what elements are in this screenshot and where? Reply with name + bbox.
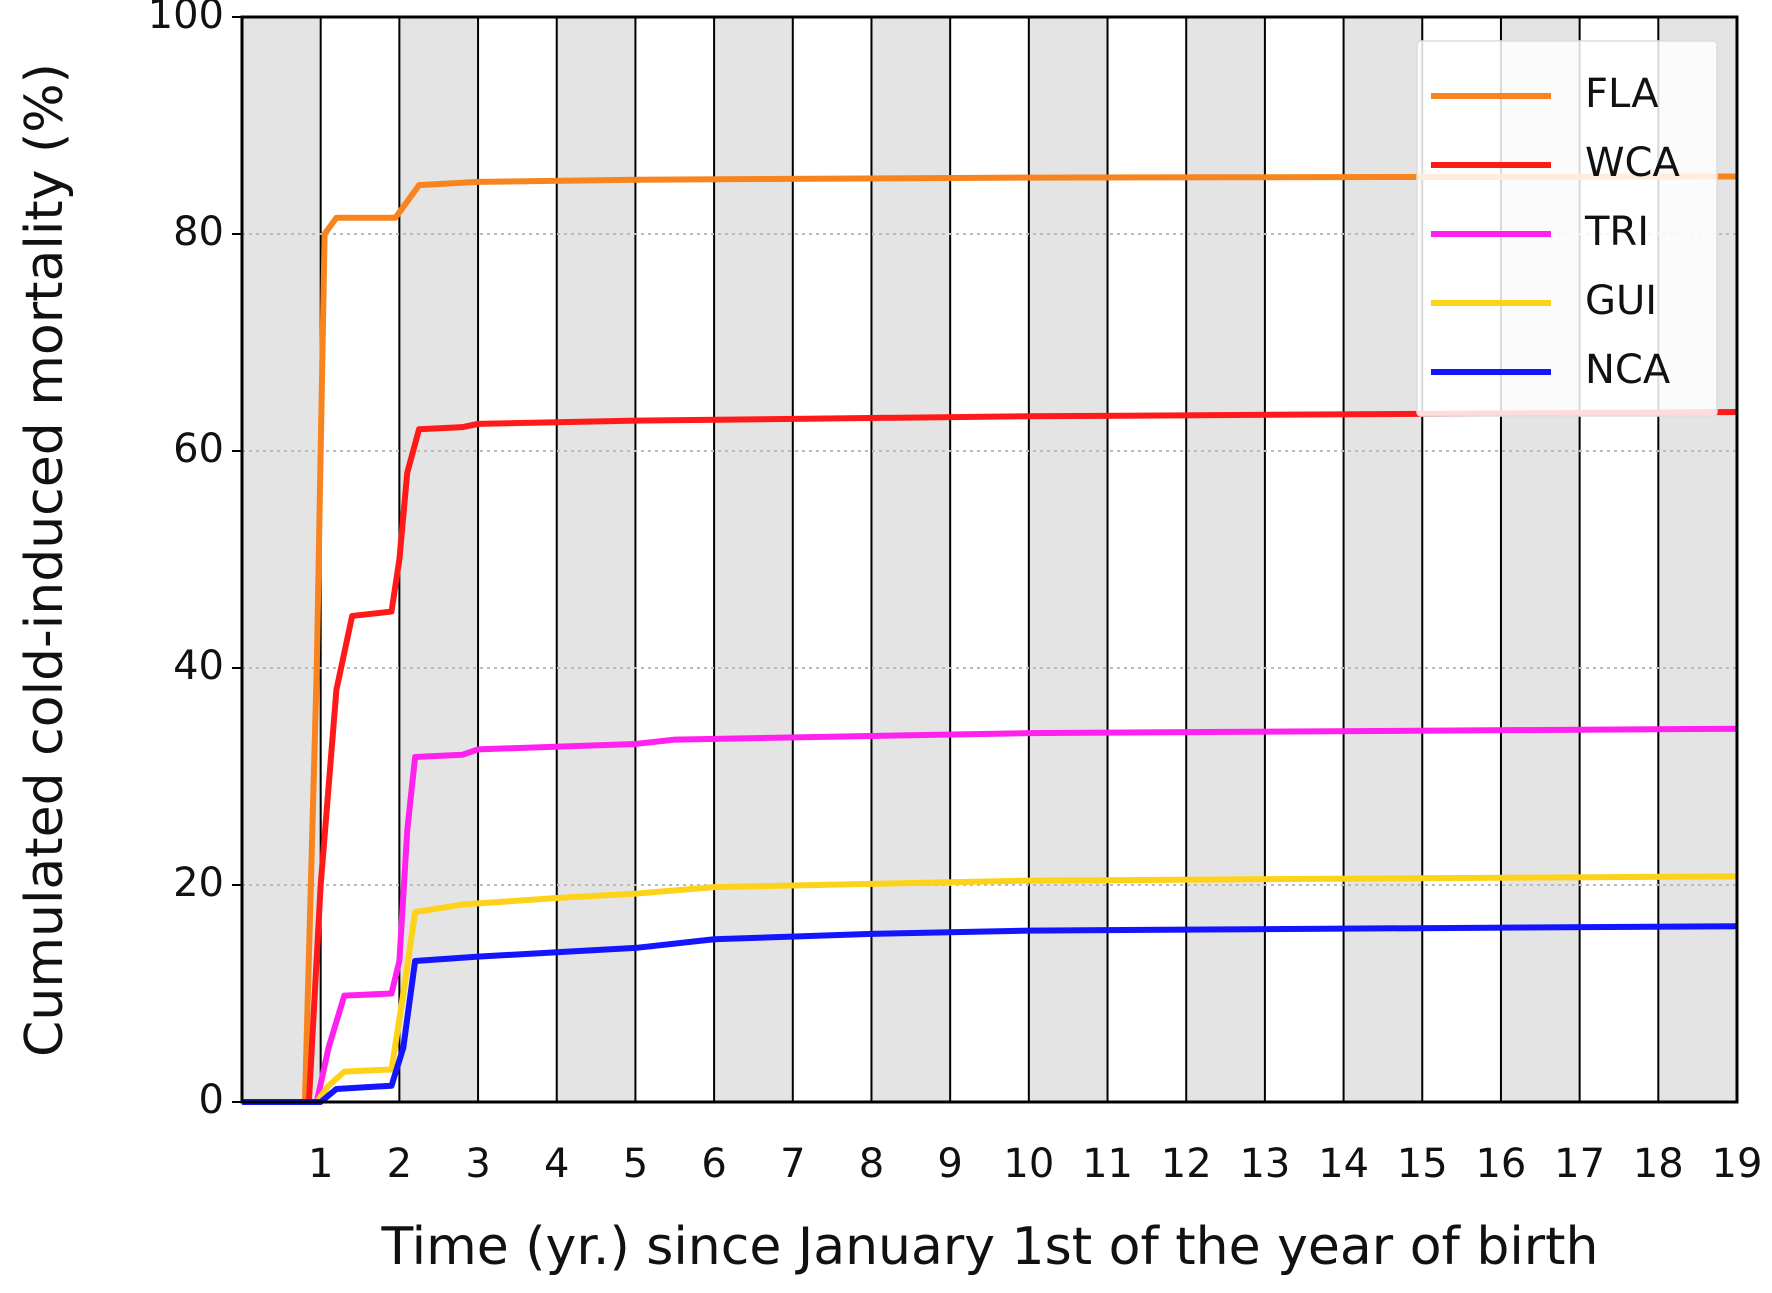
y-tick-label: 80 [173, 209, 224, 255]
series-line [242, 173, 1738, 1105]
y-axis-label: Cumulated cold-induced mortality (%) [15, 63, 75, 1057]
legend-label: NCA [1585, 347, 1671, 393]
x-tick-label: 9 [937, 1141, 962, 1187]
x-tick-label: 4 [544, 1141, 569, 1187]
background-bands [242, 17, 1737, 1102]
x-tick-label: 18 [1633, 1141, 1684, 1187]
legend-box [1416, 40, 1718, 417]
series-line [242, 873, 1738, 1105]
x-tick-label: 7 [780, 1141, 805, 1187]
x-tick-label: 11 [1082, 1141, 1133, 1187]
x-tick-label: 19 [1712, 1141, 1763, 1187]
band [1186, 17, 1265, 1102]
x-tick-label: 3 [465, 1141, 490, 1187]
series-line [242, 725, 1738, 1105]
y-tick-label: 20 [173, 860, 224, 906]
x-tick-label: 5 [623, 1141, 648, 1187]
x-tick-label: 12 [1161, 1141, 1212, 1187]
series-line [242, 923, 1738, 1105]
band [556, 17, 636, 1102]
legend: FLA WCA TRI GUI NCA [1416, 40, 1718, 417]
x-tick-label: 17 [1554, 1141, 1605, 1187]
x-tick-label: 6 [701, 1141, 726, 1187]
series-line [242, 408, 1738, 1105]
x-tick-label: 10 [1003, 1141, 1054, 1187]
lines [242, 173, 1738, 1105]
x-tick-label: 13 [1239, 1141, 1290, 1187]
y-tick-label: 40 [173, 643, 224, 689]
legend-label: GUI [1585, 278, 1657, 324]
band [1343, 17, 1423, 1102]
y-tick-label: 0 [199, 1077, 224, 1123]
y-tick-label: 60 [173, 426, 224, 472]
x-axis-label: Time (yr.) since January 1st of the year… [380, 1217, 1598, 1277]
x-tick-label: 16 [1475, 1141, 1526, 1187]
band [1028, 17, 1108, 1102]
x-tick-label: 1 [308, 1141, 333, 1187]
y-tick-label: 100 [148, 0, 224, 38]
x-tick-label: 2 [387, 1141, 412, 1187]
x-tick-label: 14 [1318, 1141, 1369, 1187]
legend-label: WCA [1585, 140, 1680, 186]
x-tick-label: 15 [1397, 1141, 1448, 1187]
band [714, 17, 793, 1102]
band [871, 17, 951, 1102]
x-tick-label: 8 [859, 1141, 884, 1187]
legend-label: TRI [1584, 209, 1649, 255]
legend-label: FLA [1585, 71, 1659, 117]
plot-frame [240, 15, 1739, 1104]
ticks: 1 2 3 4 5 6 7 8 9 10 11 12 13 14 15 16 17 18 1902040608010… [148, 0, 1763, 1187]
